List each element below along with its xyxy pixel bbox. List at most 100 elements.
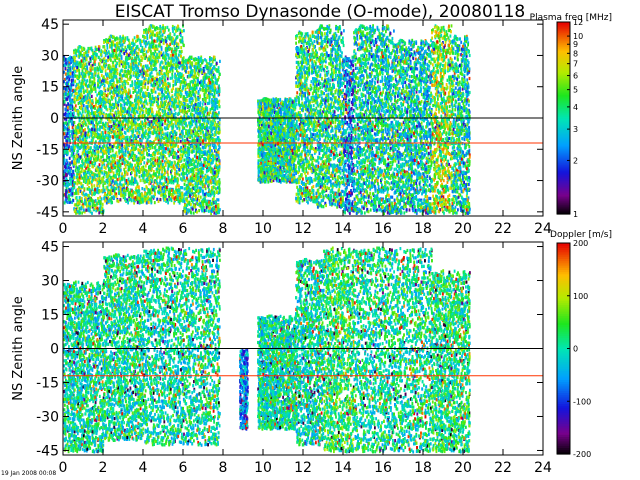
plasma-data-point [83,54,85,57]
plasma-data-point [116,44,118,47]
plasma-data-point [73,176,75,179]
plasma-data-point [65,97,67,100]
plasma-data-point [74,116,76,119]
plasma-data-point [116,199,118,202]
plasma-data-point [138,193,140,196]
plasma-data-point [107,59,109,62]
plasma-data-point [159,31,161,34]
plasma-data-point [133,157,135,160]
plasma-data-point [85,146,87,149]
plasma-data-point [138,96,140,99]
plasma-data-point [110,116,112,119]
plasma-data-point [130,198,132,201]
plasma-data-point [76,138,78,141]
plasma-data-point [91,186,93,189]
plasma-data-point [85,109,87,112]
plasma-data-point [118,121,120,124]
plasma-data-point [148,136,150,139]
plasma-data-point [96,48,98,51]
plasma-data-point [99,207,101,210]
plasma-data-point [115,126,117,129]
plasma-data-point [136,35,138,38]
plasma-data-point [125,140,127,143]
plasma-data-point [91,180,93,183]
plasma-data-point [97,136,99,139]
plasma-data-point [103,150,105,153]
plasma-data-point [103,101,105,104]
plasma-data-point [165,147,167,150]
plasma-data-point [129,114,131,117]
plasma-data-point [74,146,76,149]
plasma-data-point [178,46,180,49]
plasma-data-point [175,186,177,189]
plasma-data-point [150,30,152,33]
plasma-data-point [116,162,118,165]
plasma-data-point [66,114,68,117]
plasma-data-point [100,156,102,159]
plasma-data-point [108,140,110,143]
plasma-data-point [88,133,90,136]
plasma-data-point [124,37,126,40]
plasma-data-point [124,103,126,106]
plasma-data-point [68,123,70,126]
plasma-data-point [64,126,66,129]
plasma-data-point [138,82,140,85]
plasma-data-point [72,170,74,173]
plasma-data-point [65,177,67,180]
plasma-data-point [170,77,172,80]
plasma-data-point [131,107,133,110]
plasma-data-point [99,184,101,187]
plasma-data-point [111,125,113,128]
plasma-data-point [75,203,77,206]
plasma-data-point [182,138,184,141]
plasma-data-point [138,58,140,61]
plasma-data-point [82,64,84,67]
plasma-data-point [134,83,136,86]
plasma-data-point [165,136,167,139]
plasma-data-point [133,148,135,151]
plasma-data-point [139,149,141,152]
plasma-data-point [64,182,66,185]
plasma-data-point [128,194,130,197]
plasma-data-point [165,162,167,165]
plasma-data-point [113,79,115,82]
plasma-data-point [107,81,109,84]
plasma-data-point [89,104,91,107]
plasma-data-point [132,63,134,66]
plasma-data-point [122,61,124,64]
plasma-data-point [145,125,147,128]
plasma-data-point [104,166,106,169]
plasma-data-point [135,187,137,190]
plasma-data-point [118,132,120,135]
plasma-data-point [100,59,102,62]
plasma-data-point [113,171,115,174]
plasma-data-point [66,151,68,154]
plasma-data-point [81,197,83,200]
plasma-data-point [125,170,127,173]
plasma-data-point [114,190,116,193]
plasma-data-point [83,129,85,132]
plasma-data-point [80,85,82,88]
plasma-data-point [75,192,77,195]
plasma-data-point [74,121,76,124]
plasma-data-point [164,36,166,39]
plasma-data-point [120,107,122,110]
plasma-data-point [174,113,176,116]
plasma-data-point [158,200,160,203]
plasma-data-point [165,132,167,135]
plasma-data-point [112,64,114,67]
plasma-data-point [174,26,176,29]
plasma-data-point [132,87,134,90]
plasma-data-point [68,78,70,81]
plasma-data-point [91,171,93,174]
plasma-data-point [90,205,92,208]
plasma-data-point [76,66,78,69]
plasma-data-point [88,194,90,197]
plasma-data-point [113,74,115,77]
plasma-data-point [64,96,66,99]
plasma-data-point [140,44,142,47]
plasma-data-point [97,168,99,171]
plasma-data-point [149,108,151,111]
plasma-data-point [111,95,113,98]
plasma-data-point [65,121,67,124]
